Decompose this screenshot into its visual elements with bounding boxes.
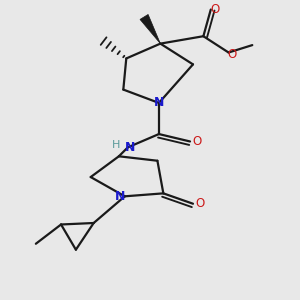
Text: N: N (154, 96, 164, 110)
Text: O: O (192, 135, 201, 148)
Text: N: N (125, 141, 135, 154)
Text: O: O (227, 47, 237, 61)
Text: H: H (112, 140, 121, 150)
Text: O: O (195, 197, 204, 210)
Text: O: O (211, 3, 220, 16)
Text: N: N (115, 190, 125, 203)
Polygon shape (140, 14, 160, 44)
